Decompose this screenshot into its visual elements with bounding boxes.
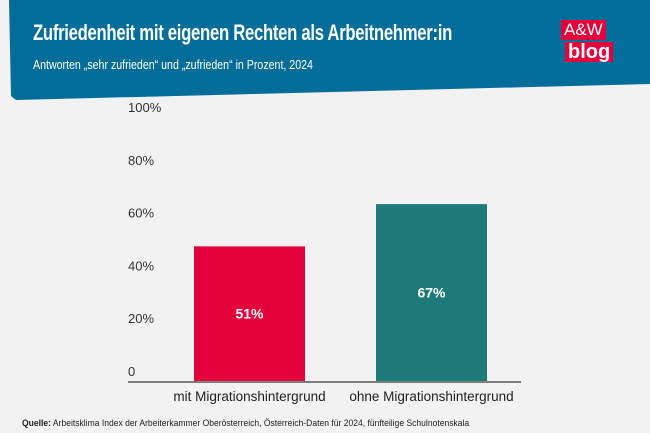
header-banner (9, 0, 650, 100)
y-tick-label: 40% (128, 258, 154, 273)
y-tick-label: 20% (128, 311, 154, 326)
source-note: Quelle: Arbeitsklima Index der Arbeiterk… (22, 418, 469, 429)
bar-2 (376, 204, 487, 381)
y-tick-label: 60% (128, 206, 154, 221)
y-tick-label: 0 (128, 364, 135, 379)
chart-title: Zufriedenheit mit eigenen Rechten als Ar… (33, 20, 452, 45)
y-tick-label: 100% (128, 100, 162, 115)
x-tick-label: mit Migrationshintergrund (173, 389, 325, 404)
x-tick-label: ohne Migrationshintergrund (349, 389, 513, 404)
y-tick-label: 80% (128, 153, 154, 168)
logo-line2: blog (565, 42, 614, 62)
logo-line1: A&W (561, 20, 606, 40)
chart-subtitle: Antworten „sehr zufrieden“ und „zufriede… (33, 58, 313, 72)
data-label: 67% (417, 285, 446, 301)
source-text: Arbeitsklima Index der Arbeiterkammer Ob… (52, 418, 470, 429)
source-label: Quelle: (22, 418, 51, 429)
aw-blog-logo: A&W blog (561, 20, 621, 62)
data-label: 51% (235, 306, 264, 322)
bar-1 (194, 246, 305, 381)
